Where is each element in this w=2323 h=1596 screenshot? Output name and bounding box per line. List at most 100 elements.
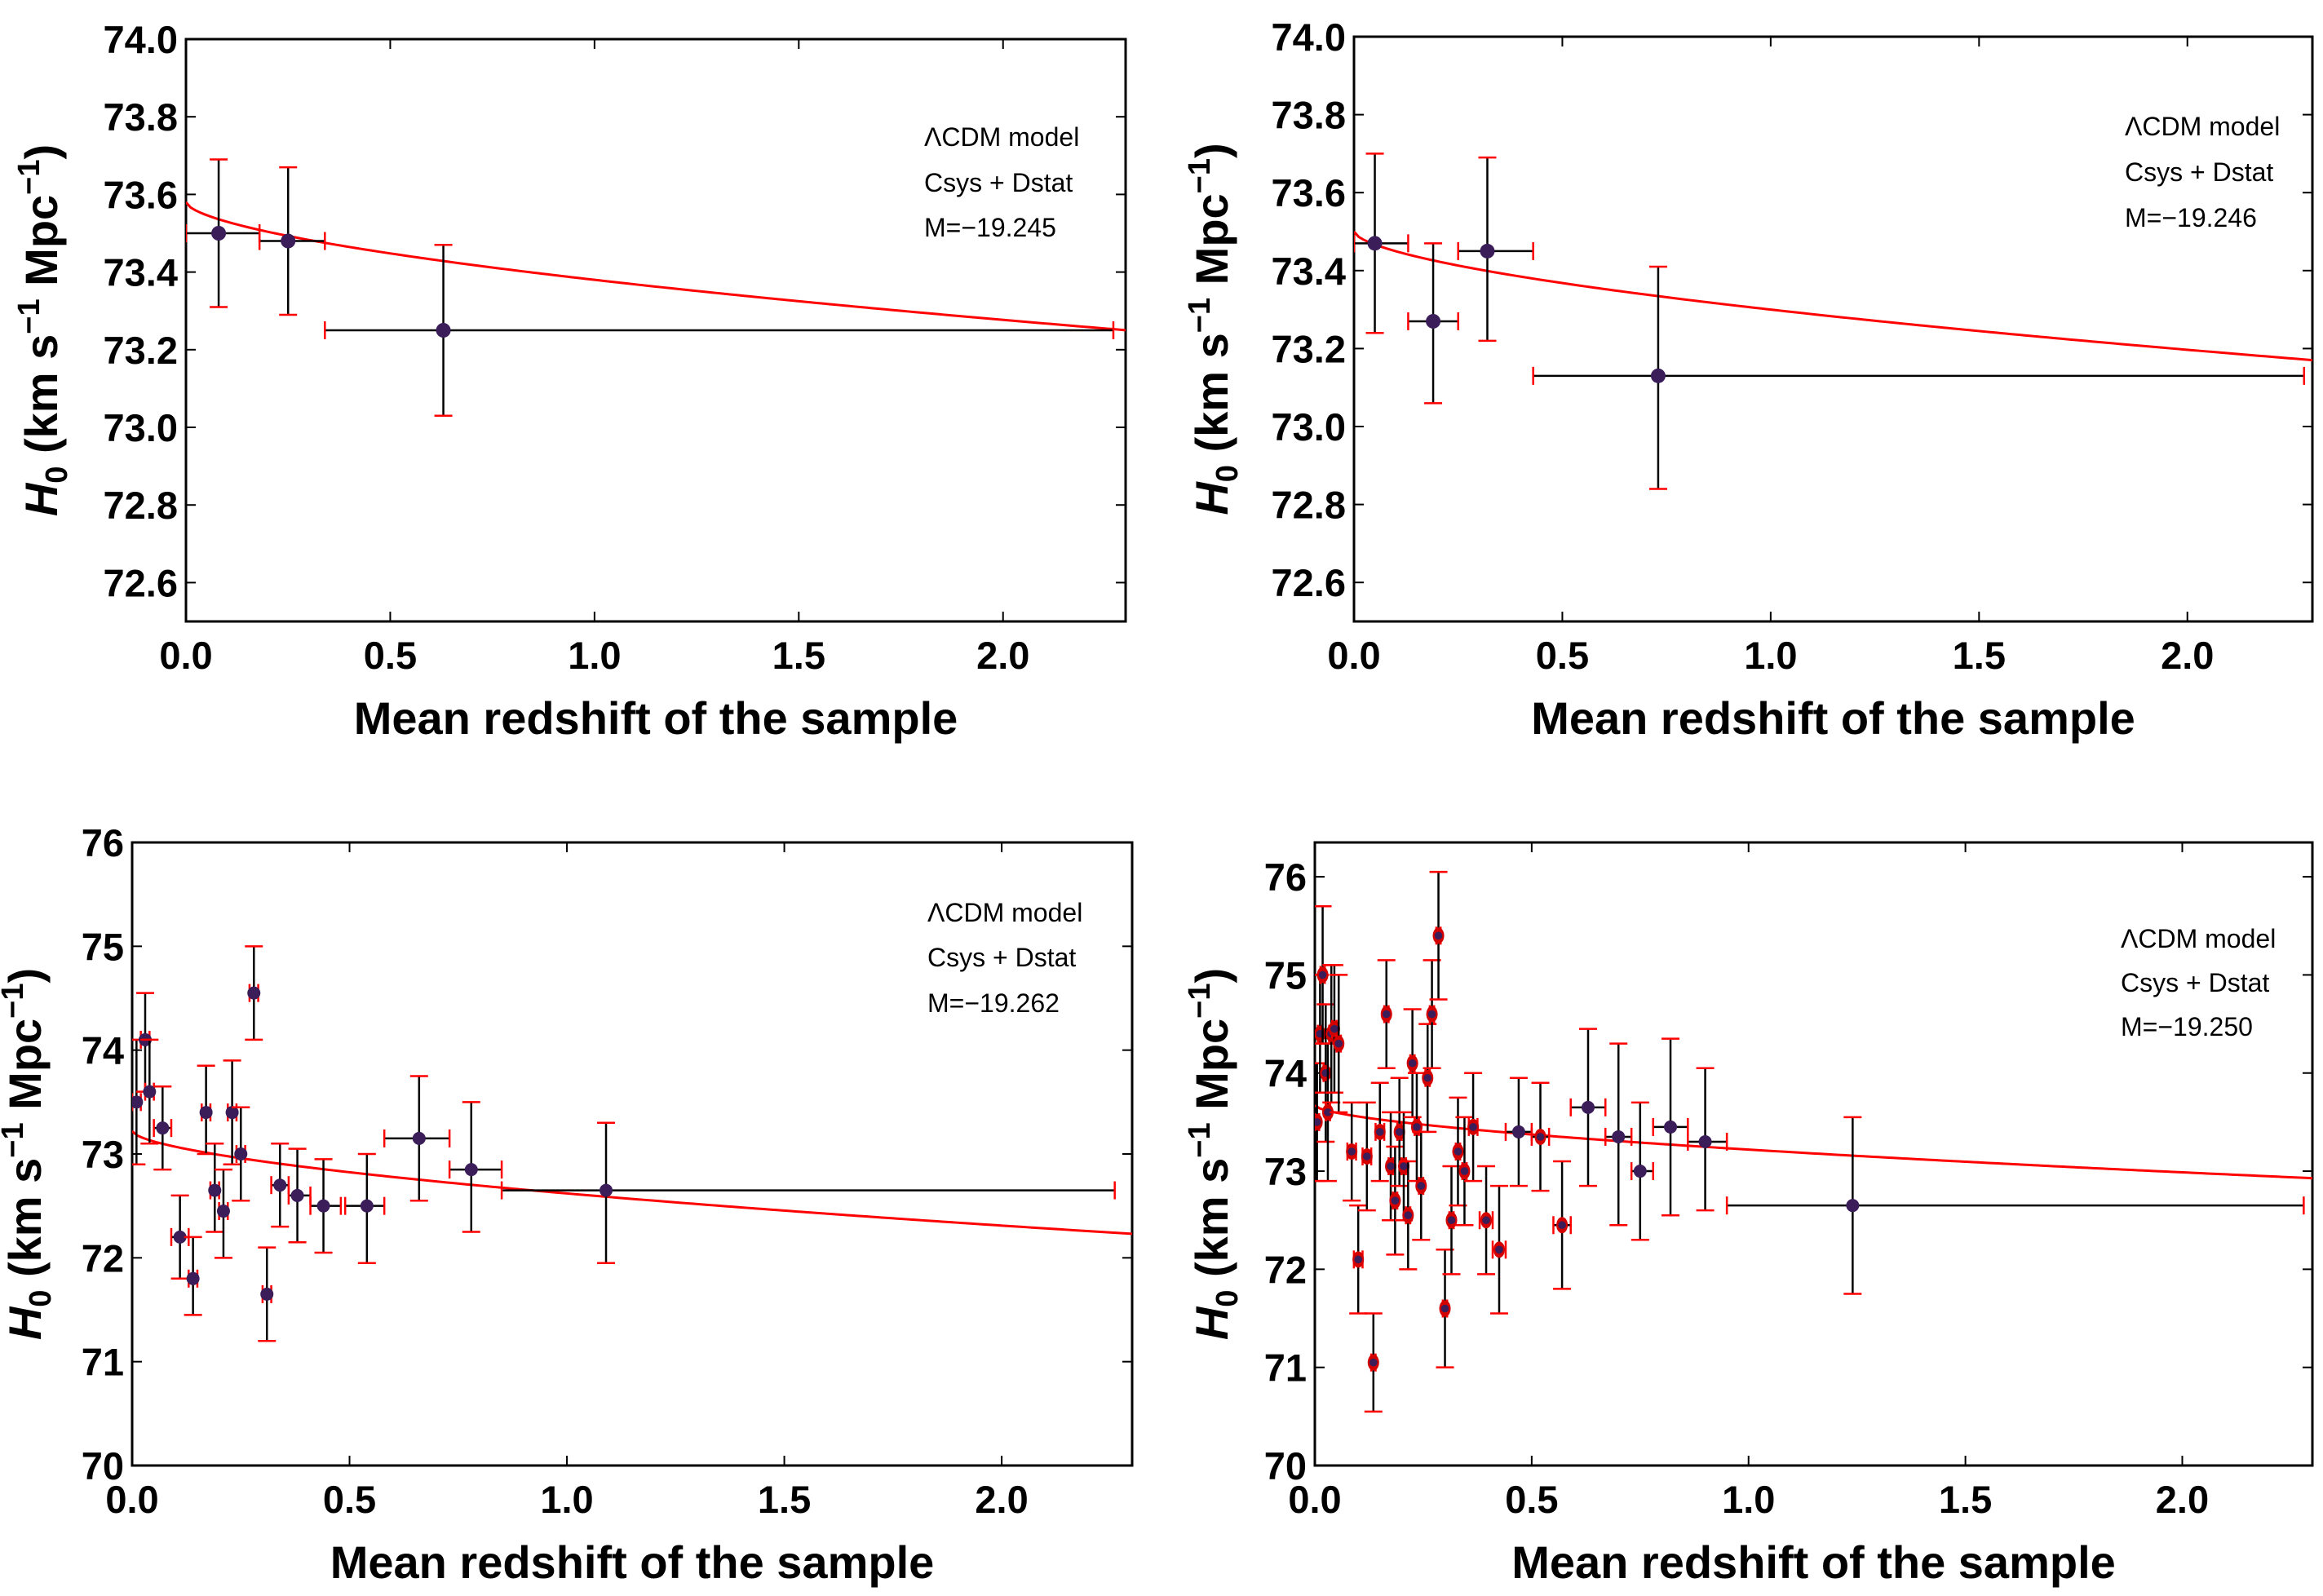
data-marker (1511, 1125, 1525, 1138)
y-tick-label: 72.8 (1272, 484, 1346, 527)
data-marker (173, 1230, 187, 1244)
data-point-11 (232, 1106, 250, 1202)
y-tick-label: 73 (82, 1133, 124, 1176)
data-point-2 (1407, 242, 1459, 405)
data-point-15 (287, 1147, 312, 1244)
data-marker (1482, 1216, 1490, 1225)
x-tick-label: 1.5 (758, 1478, 811, 1521)
plot-content (1354, 153, 2312, 490)
x-tick-label: 1.0 (1722, 1478, 1775, 1521)
data-marker (156, 1121, 170, 1135)
data-marker (1417, 1182, 1426, 1190)
y-tick-label: 73.0 (1272, 405, 1346, 449)
data-point-7 (1325, 964, 1343, 1094)
data-point-4 (153, 1085, 173, 1171)
data-marker (1698, 1134, 1712, 1148)
data-point-19 (1399, 1160, 1418, 1271)
data-point-10 (1349, 1204, 1368, 1315)
annotation-1: ΛCDM model (2121, 924, 2276, 953)
data-marker (225, 1106, 239, 1120)
data-marker (216, 1205, 230, 1218)
data-marker (281, 233, 296, 249)
y-axis-label: H0 (km s−1 Mpc−1) (0, 968, 58, 1340)
x-axis-label: Mean redshift of the sample (330, 1536, 935, 1588)
data-point-25 (1429, 870, 1448, 1001)
x-tick-label: 1.0 (1744, 634, 1797, 677)
data-marker (186, 1271, 200, 1285)
data-marker (464, 1163, 478, 1177)
annotation-1: ΛCDM model (924, 122, 1079, 152)
fit-curve (132, 1130, 1132, 1236)
data-point-13 (1370, 1081, 1389, 1183)
data-point-40 (1687, 1067, 1728, 1212)
data-marker (1581, 1100, 1595, 1114)
plot-frame (184, 38, 1127, 623)
data-marker (1354, 1255, 1362, 1264)
data-point-38 (1630, 1101, 1655, 1241)
y-tick-label: 72 (1264, 1248, 1307, 1291)
data-point-41 (1725, 1116, 2305, 1295)
data-point-3 (140, 1038, 159, 1145)
data-point-16 (1386, 1145, 1405, 1256)
data-marker (1330, 1024, 1338, 1033)
data-point-12 (245, 945, 263, 1041)
data-marker (1846, 1199, 1860, 1213)
data-point-11 (1357, 1101, 1376, 1212)
data-point-30 (1464, 1072, 1483, 1183)
plot-frame (1352, 35, 2314, 623)
data-point-26 (1436, 1249, 1454, 1368)
y-tick-label: 74.0 (1272, 15, 1346, 59)
chart-panel-2: 0.0 0.5 1.0 1.5 2.0 72.6 72.8 73.0 73.2 73.4 73.6 7… (1183, 15, 2314, 744)
data-point-32 (1489, 1184, 1508, 1315)
annotation-1: ΛCDM model (2125, 112, 2280, 141)
data-marker (208, 1183, 222, 1197)
annotation-1: ΛCDM model (927, 898, 1082, 927)
data-point-3 (1315, 904, 1332, 1045)
y-tick-label: 70 (1264, 1444, 1307, 1488)
data-marker (600, 1183, 613, 1197)
data-marker (1664, 1120, 1678, 1134)
annotation-2: Csys + Dstat (927, 943, 1076, 972)
y-tick-label: 74 (1264, 1052, 1307, 1095)
data-point-1 (186, 158, 261, 308)
y-tick-label: 71 (1264, 1346, 1307, 1390)
data-marker (234, 1147, 248, 1161)
data-marker (1391, 1196, 1400, 1205)
y-tick-label: 73.6 (104, 173, 178, 216)
annotation-2: Csys + Dstat (924, 168, 1073, 197)
data-point-3 (324, 244, 1115, 417)
x-tick-label: 0.5 (323, 1478, 376, 1521)
y-tick-label: 73.4 (104, 251, 178, 294)
x-tick-label: 0.5 (1505, 1478, 1558, 1521)
data-marker (1423, 1073, 1432, 1082)
x-tick-label: 1.5 (1953, 634, 2006, 677)
y-axis-label: H0 (km s−1 Mpc−1) (1183, 143, 1245, 515)
data-point-13 (258, 1246, 277, 1342)
data-point-9 (1343, 1101, 1361, 1202)
data-marker (132, 1095, 144, 1109)
annotation-2: Csys + Dstat (2125, 157, 2273, 187)
data-point-23 (1418, 1023, 1437, 1134)
data-marker (1369, 1358, 1378, 1367)
data-marker (1375, 1128, 1384, 1136)
data-marker (1387, 1162, 1395, 1170)
x-tick-label: 0.0 (1288, 1478, 1341, 1521)
data-marker (1324, 1108, 1332, 1116)
y-tick-label: 76 (82, 821, 124, 864)
x-tick-label: 2.0 (976, 634, 1029, 677)
y-tick-label: 73.2 (1272, 327, 1346, 370)
data-point-1 (132, 1038, 146, 1165)
data-point-20 (500, 1121, 1116, 1264)
plot-frame (1313, 841, 2314, 1467)
data-point-15 (1382, 1111, 1400, 1222)
data-marker (260, 1287, 274, 1301)
data-point-37 (1604, 1042, 1633, 1227)
data-marker (211, 226, 227, 241)
data-marker (360, 1199, 374, 1213)
data-marker (1427, 1010, 1436, 1019)
data-marker (1434, 931, 1443, 940)
data-marker (1447, 1216, 1456, 1225)
x-tick-label: 2.0 (2156, 1478, 2209, 1521)
y-tick-label: 73 (1264, 1150, 1307, 1193)
data-point-33 (1504, 1077, 1533, 1187)
